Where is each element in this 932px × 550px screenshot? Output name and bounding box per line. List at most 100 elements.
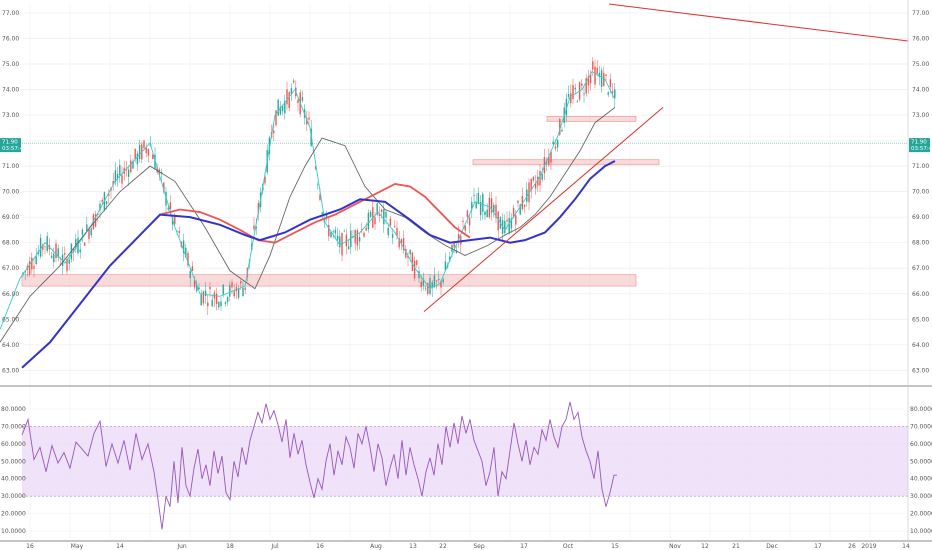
- candle-body: [431, 282, 433, 289]
- candle-body: [587, 76, 590, 86]
- candle-body: [482, 193, 484, 212]
- x-tick: Sep: [473, 543, 485, 550]
- candle-body: [222, 284, 224, 295]
- candle-body: [35, 256, 37, 264]
- x-tick: 2019: [861, 543, 876, 550]
- candle-body: [495, 204, 497, 218]
- candle-body: [136, 153, 139, 165]
- x-tick: 22: [439, 543, 447, 550]
- candle-body: [336, 235, 339, 240]
- x-tick: Nov: [669, 543, 681, 550]
- candle-body: [189, 271, 191, 279]
- price-tick-left: 67.00: [2, 265, 19, 272]
- candle-body: [385, 211, 387, 218]
- x-tick: Dec: [766, 543, 778, 550]
- candle-body: [288, 92, 290, 109]
- price-tick-left: 65.00: [2, 316, 19, 323]
- candle-body: [178, 231, 180, 233]
- candle-body: [200, 294, 202, 306]
- x-tick: 14: [116, 543, 124, 550]
- moving-average-4: [21, 160, 616, 369]
- x-tick: 17: [814, 543, 822, 550]
- candle-body: [345, 234, 348, 247]
- candle-body: [457, 234, 460, 240]
- candle-body: [479, 201, 482, 216]
- candle-body: [59, 263, 62, 265]
- rsi-tick-left: 80.0000: [1, 406, 26, 413]
- candle-body: [334, 229, 337, 234]
- rsi-band: [22, 426, 908, 497]
- candle-body: [444, 261, 447, 271]
- candle-body: [286, 89, 288, 105]
- candle-body: [411, 252, 414, 271]
- x-tick: Aug: [370, 543, 382, 550]
- candle-body: [257, 203, 260, 214]
- candle-body: [90, 228, 92, 236]
- x-tick: 12: [701, 543, 709, 550]
- candle-body: [519, 204, 521, 215]
- candle-body: [347, 246, 350, 250]
- candle-body: [207, 302, 209, 307]
- candle-body: [550, 151, 552, 163]
- candle-body: [433, 275, 436, 287]
- candle-body: [358, 237, 361, 242]
- candle-body: [330, 231, 332, 238]
- candle-body: [367, 212, 370, 230]
- price-tick-left: 70.00: [2, 189, 19, 196]
- price-tag-right: 71.90: [911, 140, 927, 146]
- price-tick-right: 64.00: [912, 342, 929, 349]
- candle-body: [429, 278, 431, 294]
- candle-body: [598, 72, 601, 78]
- candle-body: [112, 181, 114, 185]
- candle-body: [369, 211, 372, 217]
- candle-body: [53, 253, 55, 263]
- price-tick-right: 70.00: [912, 189, 929, 196]
- candle-body: [548, 156, 550, 165]
- rsi-tick-left: 30.0000: [1, 493, 26, 500]
- moving-average-3: [159, 183, 471, 244]
- price-tick-left: 63.00: [2, 367, 19, 374]
- price-tick-right: 66.00: [912, 291, 929, 298]
- price-tick-right: 75.00: [912, 61, 929, 68]
- candle-body: [99, 203, 101, 211]
- price-tick-right: 76.00: [912, 35, 929, 42]
- candle-body: [378, 213, 381, 216]
- candle-body: [523, 204, 526, 207]
- price-tick-right: 71.00: [912, 163, 929, 170]
- candle-body: [418, 270, 420, 279]
- x-tick: 15: [611, 543, 619, 550]
- candle-body: [565, 98, 568, 116]
- candle-body: [132, 161, 134, 169]
- price-tick-left: 73.00: [2, 112, 19, 119]
- candle-body: [413, 260, 416, 279]
- candle-body: [244, 287, 246, 290]
- candle-body: [581, 83, 583, 86]
- candle-body: [387, 227, 389, 236]
- candle-body: [321, 212, 323, 215]
- candle-body: [229, 285, 231, 297]
- price-tick-right: 63.00: [912, 367, 929, 374]
- candle-body: [50, 255, 53, 258]
- candle-body: [435, 280, 438, 282]
- candle-body: [46, 236, 48, 251]
- candle-body: [77, 237, 79, 254]
- candle-body: [490, 198, 493, 213]
- price-tick-right: 74.00: [912, 87, 929, 94]
- candle-body: [422, 278, 425, 286]
- candle-body: [585, 78, 587, 94]
- candle-body: [380, 209, 383, 212]
- candle-body: [196, 284, 198, 292]
- candle-body: [202, 291, 205, 304]
- candle-body: [493, 204, 495, 212]
- price-tick-right: 68.00: [912, 240, 929, 247]
- candle-body: [314, 166, 317, 169]
- rsi-tick-left: 60.0000: [1, 441, 26, 448]
- candle-body: [512, 207, 515, 218]
- trendline-1: [423, 107, 664, 313]
- candle-body: [83, 242, 86, 246]
- candle-body: [121, 175, 123, 184]
- candle-body: [471, 201, 473, 210]
- price-tick-left: 75.00: [2, 61, 19, 68]
- candle-body: [255, 226, 257, 229]
